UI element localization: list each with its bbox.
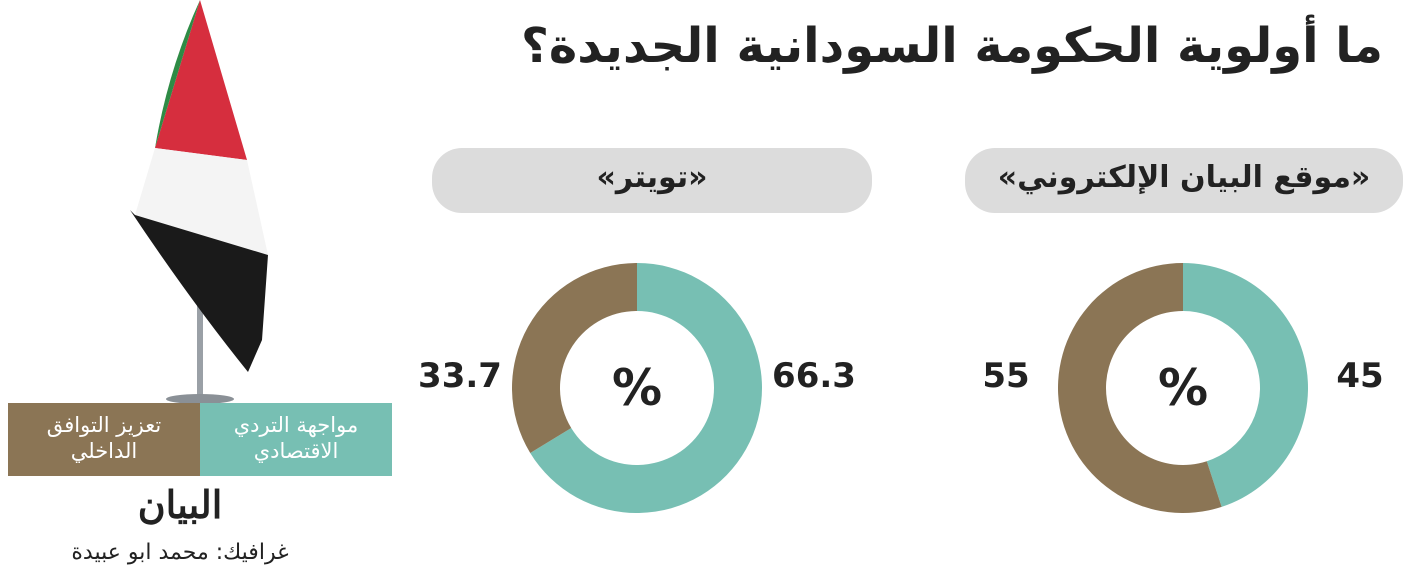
flag xyxy=(130,0,268,404)
donut-slice xyxy=(530,263,763,513)
legend-label: تعزيز التوافق الداخلي xyxy=(46,413,162,463)
donut-slice xyxy=(1058,263,1222,513)
legend-label: مواجهة التردي الاقتصادي xyxy=(233,413,359,463)
chart-title: «تويتر» xyxy=(596,160,708,195)
donut-slice xyxy=(1183,263,1308,507)
value-label: 33.7 xyxy=(418,356,502,396)
center-label: % xyxy=(1157,359,1209,417)
center-label: % xyxy=(611,359,663,417)
header-pill xyxy=(432,148,872,213)
legend-swatch xyxy=(200,403,392,476)
value-label: 55 xyxy=(982,356,1030,396)
header-pill xyxy=(965,148,1403,213)
title: ما أولوية الحكومة السودانية الجديدة؟ xyxy=(521,18,1383,74)
value-label: 66.3 xyxy=(772,356,856,396)
legend-swatch xyxy=(8,403,200,476)
credit: غرافيك: محمد ابو عبيدة xyxy=(71,540,289,565)
chart-title: «موقع البيان الإلكتروني» xyxy=(997,160,1371,195)
logo: البيان xyxy=(137,482,223,527)
value-label: 45 xyxy=(1336,356,1384,396)
donut-slice xyxy=(512,263,637,453)
